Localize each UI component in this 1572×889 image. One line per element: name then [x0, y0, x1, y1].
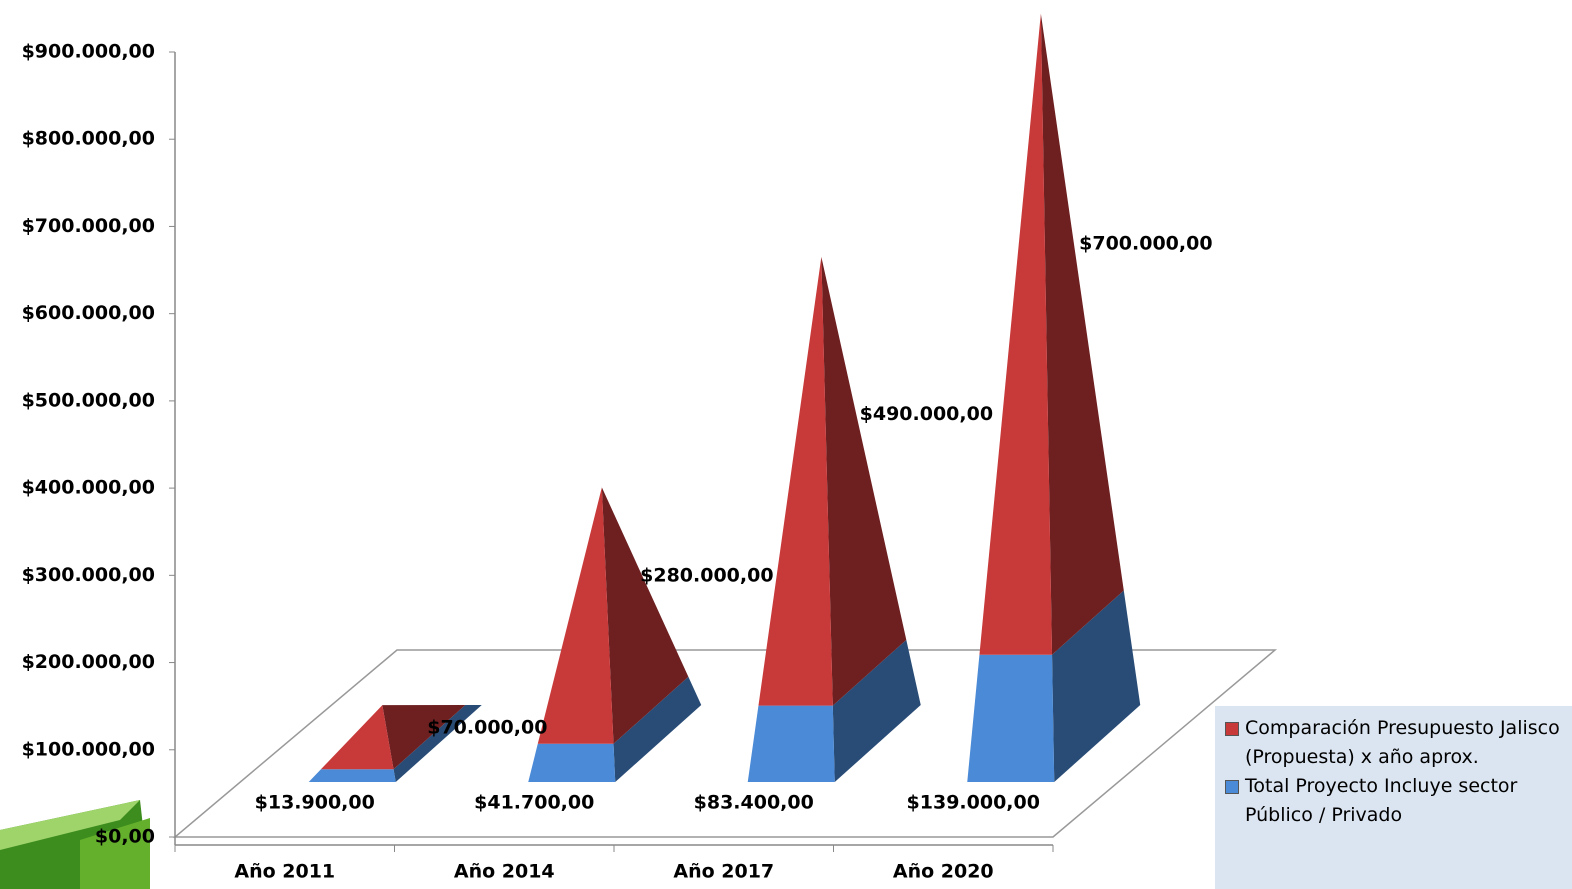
bar-segment: [1040, 13, 1124, 655]
bar-segment: [320, 705, 394, 770]
bar-segment: [967, 654, 1055, 782]
x-tick-label: Año 2020: [893, 861, 994, 883]
y-tick-label: $600.000,00: [22, 302, 155, 324]
bar-segment: [537, 487, 614, 744]
bar-segment: [1052, 590, 1141, 782]
value-label: $70.000,00: [427, 717, 547, 739]
bar-segment: [747, 705, 835, 782]
bar-segment: [613, 676, 702, 782]
bar-segment: [528, 743, 616, 782]
legend-label: Comparación Presupuesto Jalisco (Propues…: [1245, 717, 1560, 768]
legend-item: Comparación Presupuesto Jalisco (Propues…: [1225, 714, 1566, 772]
y-tick-label: $900.000,00: [22, 41, 155, 63]
legend-swatch: [1225, 722, 1239, 736]
y-tick-label: $300.000,00: [22, 564, 155, 586]
y-tick-label: $400.000,00: [22, 477, 155, 499]
value-label: $13.900,00: [255, 792, 375, 814]
decoration: [0, 800, 150, 889]
bar-segment: [308, 769, 396, 782]
value-label: $490.000,00: [860, 403, 993, 425]
y-tick-label: $500.000,00: [22, 389, 155, 411]
legend-label: Total Proyecto Incluye sector Público / …: [1245, 775, 1518, 826]
legend-swatch: [1225, 780, 1239, 794]
y-tick-label: $100.000,00: [22, 738, 155, 760]
value-label: $83.400,00: [694, 792, 814, 814]
y-tick-label: $0,00: [95, 826, 155, 848]
value-label: $700.000,00: [1079, 233, 1212, 255]
x-tick-label: Año 2014: [454, 861, 555, 883]
y-tick-label: $700.000,00: [22, 215, 155, 237]
bar-segment: [979, 13, 1053, 655]
bar-segment: [393, 705, 482, 782]
legend-item: Total Proyecto Incluye sector Público / …: [1225, 772, 1566, 830]
bar-segment: [832, 639, 921, 782]
legend: Comparación Presupuesto Jalisco (Propues…: [1215, 706, 1572, 889]
value-label: $41.700,00: [474, 792, 594, 814]
value-label: $139.000,00: [907, 792, 1040, 814]
bar-segment: [382, 705, 466, 770]
floor: [172, 649, 1278, 838]
y-tick-label: $200.000,00: [22, 651, 155, 673]
bar-segment: [821, 256, 907, 706]
x-tick-label: Año 2011: [234, 861, 335, 883]
bar-segment: [601, 487, 689, 744]
x-tick-label: Año 2017: [673, 861, 774, 883]
y-tick-label: $800.000,00: [22, 128, 155, 150]
bar-segment: [758, 256, 833, 706]
value-label: $280.000,00: [640, 564, 773, 586]
